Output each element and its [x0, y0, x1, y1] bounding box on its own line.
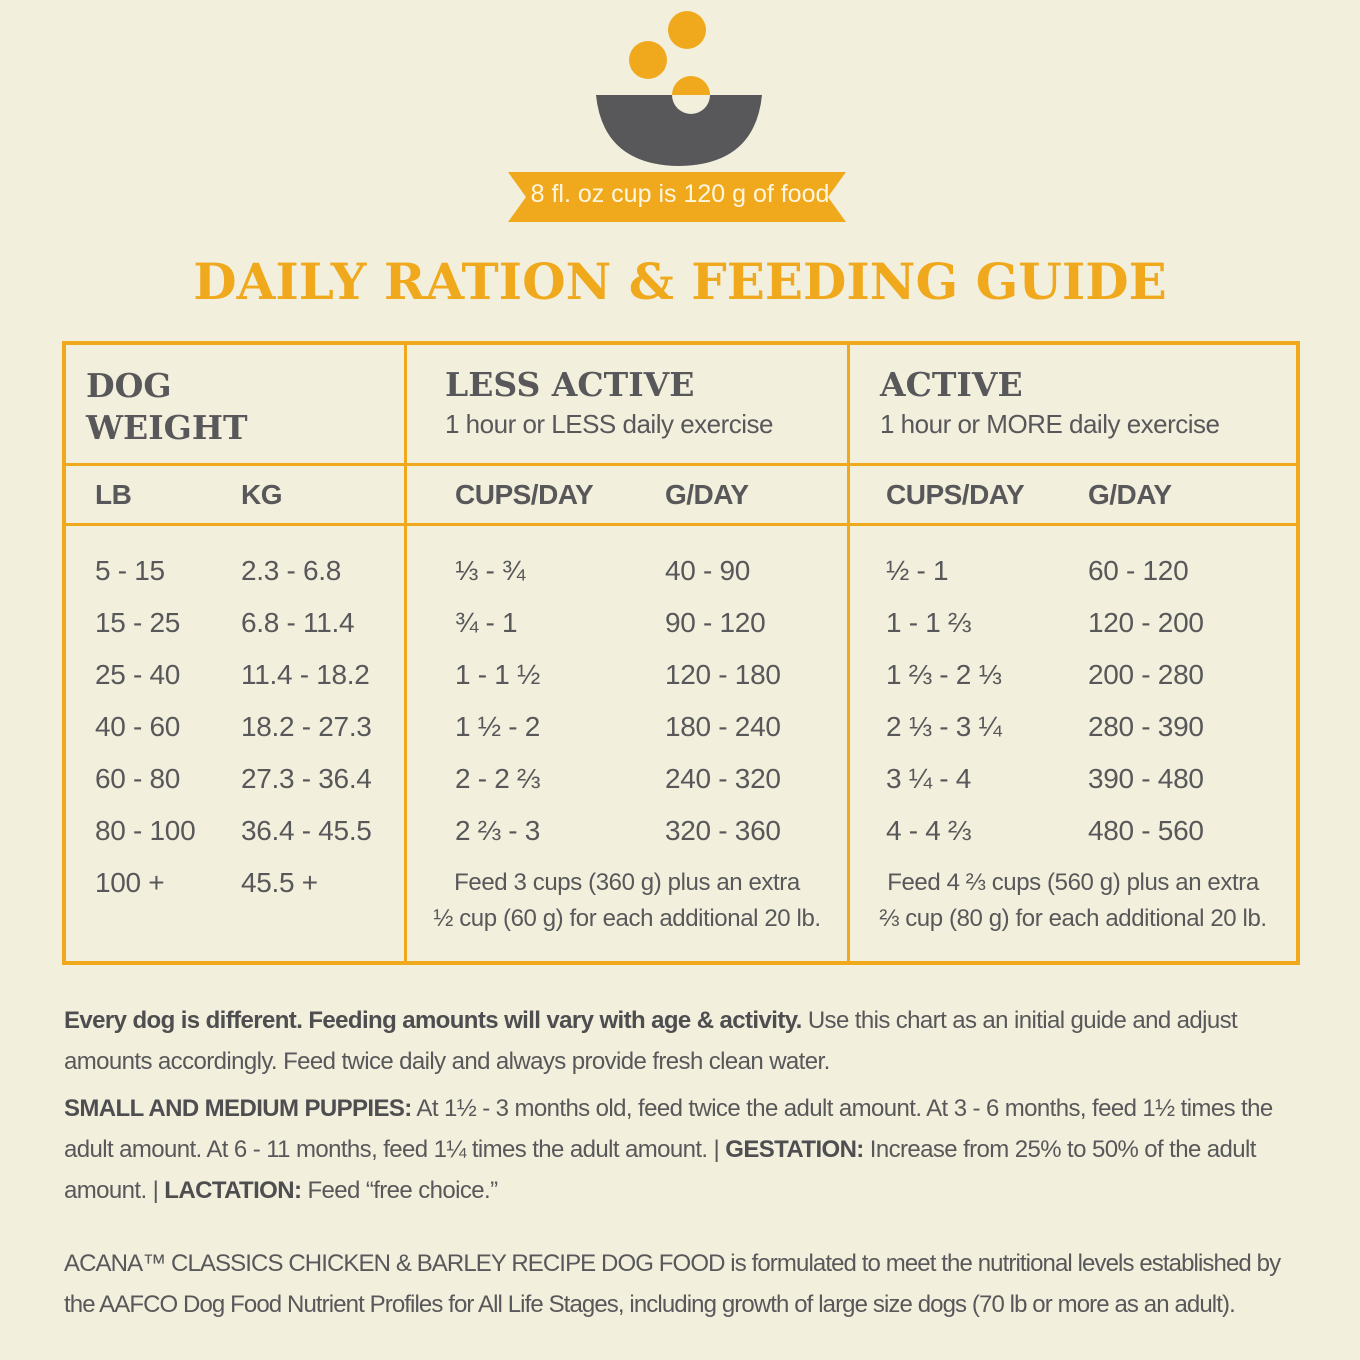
- note: Feed 4 ⅔ cups (560 g) plus an extra: [887, 869, 1259, 896]
- header: LESS ACTIVE: [445, 365, 695, 404]
- cell: 40 - 60: [95, 711, 181, 742]
- cell: 3 ¼ - 4: [886, 763, 972, 794]
- cell: 1 - 1 ⅔: [886, 607, 972, 638]
- text: Feed “free choice.”: [301, 1177, 498, 1204]
- cell: 36.4 - 45.5: [241, 815, 372, 846]
- cell: 80 - 100: [95, 815, 196, 846]
- cell: 480 - 560: [1088, 815, 1204, 846]
- text: At 1½ - 3 months old, feed twice the adu…: [64, 1095, 1273, 1163]
- subheader: 1 hour or LESS daily exercise: [445, 409, 774, 439]
- feeding-table: DOG WEIGHT LESS ACTIVE 1 hour or LESS da…: [62, 341, 1300, 965]
- paragraph: Every dog is different. Feeding amounts …: [64, 1000, 1299, 1082]
- cell: 11.4 - 18.2: [241, 659, 370, 690]
- bold-text: LACTATION:: [164, 1177, 302, 1204]
- cell: 240 - 320: [665, 763, 781, 794]
- cell: 2 ⅓ - 3 ¼: [886, 711, 1002, 742]
- cell: 2 - 2 ⅔: [455, 763, 541, 794]
- note: ½ cup (60 g) for each additional 20 lb.: [433, 905, 821, 932]
- cell: 120 - 200: [1088, 607, 1204, 638]
- cell: 27.3 - 36.4: [241, 763, 372, 794]
- column-header: G/DAY: [665, 479, 749, 510]
- text: Increase from 25% to 50% of the adult am…: [64, 1136, 1256, 1204]
- bold-text: SMALL AND MEDIUM PUPPIES:: [64, 1095, 412, 1122]
- cell: 280 - 390: [1088, 711, 1204, 742]
- disclaimer: ACANA™ CLASSICS CHICKEN & BARLEY RECIPE …: [64, 1250, 1281, 1318]
- cell: 4 - 4 ⅔: [886, 815, 972, 846]
- column-header: G/DAY: [1088, 479, 1172, 510]
- cell: 18.2 - 27.3: [241, 711, 372, 742]
- divider: [404, 345, 407, 961]
- header: ACTIVE: [880, 365, 1023, 404]
- cell: 1 - 1 ½: [455, 659, 541, 690]
- cell: 320 - 360: [665, 815, 781, 846]
- cell: 5 - 15: [95, 555, 165, 586]
- cell: ½ - 1: [886, 555, 949, 586]
- cell: ¾ - 1: [455, 607, 518, 638]
- cell: 390 - 480: [1088, 763, 1204, 794]
- notes: Every dog is different. Feeding amounts …: [64, 1000, 1299, 1331]
- cell: 90 - 120: [665, 607, 766, 638]
- cell: 60 - 80: [95, 763, 181, 794]
- column-header: CUPS/DAY: [886, 479, 1025, 510]
- cell: 45.5 +: [241, 867, 318, 898]
- cell: 120 - 180: [665, 659, 781, 690]
- divider: [847, 345, 850, 961]
- column-header: CUPS/DAY: [455, 479, 594, 510]
- cell: 180 - 240: [665, 711, 781, 742]
- bold-text: Every dog is different. Feeding amounts …: [64, 1007, 802, 1034]
- paragraph: SMALL AND MEDIUM PUPPIES: At 1½ - 3 mont…: [64, 1088, 1299, 1211]
- cell: 1 ⅔ - 2 ⅓: [886, 659, 1002, 690]
- column-header: KG: [241, 479, 283, 510]
- cell: 40 - 90: [665, 555, 751, 586]
- cell: 60 - 120: [1088, 555, 1189, 586]
- title: DAILY RATION & FEEDING GUIDE: [193, 252, 1167, 311]
- cell: 2.3 - 6.8: [241, 555, 342, 586]
- subheader: 1 hour or MORE daily exercise: [880, 409, 1220, 439]
- cell: 200 - 280: [1088, 659, 1204, 690]
- cell: 6.8 - 11.4: [241, 607, 355, 638]
- badge-text: 8 fl. oz cup is 120 g of food: [530, 180, 830, 208]
- note: Feed 3 cups (360 g) plus an extra: [454, 869, 800, 896]
- cell: 2 ⅔ - 3: [455, 815, 541, 846]
- cell: 100 +: [95, 867, 165, 898]
- text: Use this chart as an initial guide and a…: [64, 1007, 1238, 1075]
- divider: [66, 463, 1296, 466]
- bold-text: GESTATION:: [725, 1136, 864, 1163]
- cell: 25 - 40: [95, 659, 181, 690]
- cell: 15 - 25: [95, 607, 181, 638]
- divider: [66, 523, 1296, 526]
- header: DOG WEIGHT: [86, 366, 248, 447]
- cell: 1 ½ - 2: [455, 711, 541, 742]
- cell: ⅓ - ¾: [455, 555, 526, 586]
- column-header: LB: [95, 479, 132, 510]
- bowl-icon: [508, 11, 846, 222]
- note: ⅔ cup (80 g) for each additional 20 lb.: [879, 905, 1267, 932]
